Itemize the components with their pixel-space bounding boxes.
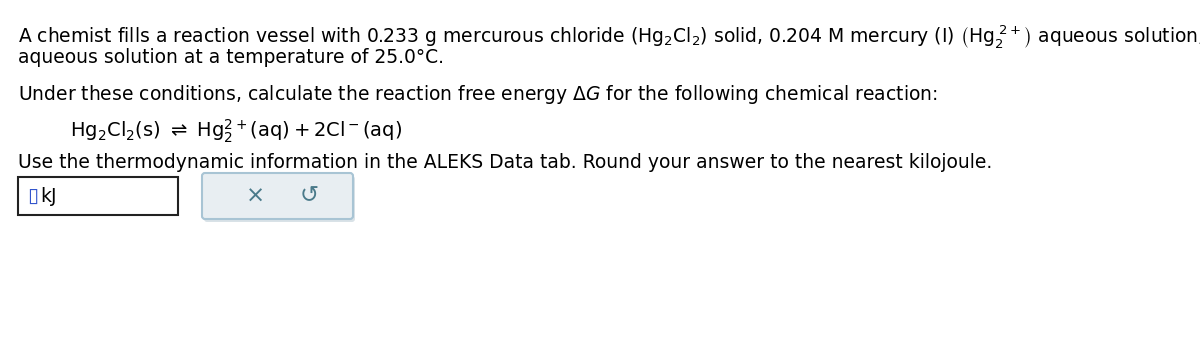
- Text: ×: ×: [246, 184, 265, 208]
- FancyBboxPatch shape: [204, 176, 355, 222]
- Text: A chemist fills a reaction vessel with 0.233 g mercurous chloride $\left(\mathrm: A chemist fills a reaction vessel with 0…: [18, 23, 1200, 50]
- Text: kJ: kJ: [40, 187, 56, 205]
- Text: ▯: ▯: [28, 187, 38, 205]
- Text: Under these conditions, calculate the reaction free energy $\Delta G$ for the fo: Under these conditions, calculate the re…: [18, 83, 937, 106]
- Bar: [18, 177, 178, 215]
- Text: ↺: ↺: [300, 184, 319, 208]
- Text: $\mathrm{Hg_2Cl_2(s)}$ $\rightleftharpoons$ $\mathrm{Hg_2^{2+}(aq) + 2Cl^-(aq)}$: $\mathrm{Hg_2Cl_2(s)}$ $\rightleftharpoo…: [70, 118, 402, 146]
- Text: aqueous solution at a temperature of 25.0°C.: aqueous solution at a temperature of 25.…: [18, 48, 444, 67]
- FancyBboxPatch shape: [202, 173, 353, 219]
- Text: Use the thermodynamic information in the ALEKS Data tab. Round your answer to th: Use the thermodynamic information in the…: [18, 153, 992, 172]
